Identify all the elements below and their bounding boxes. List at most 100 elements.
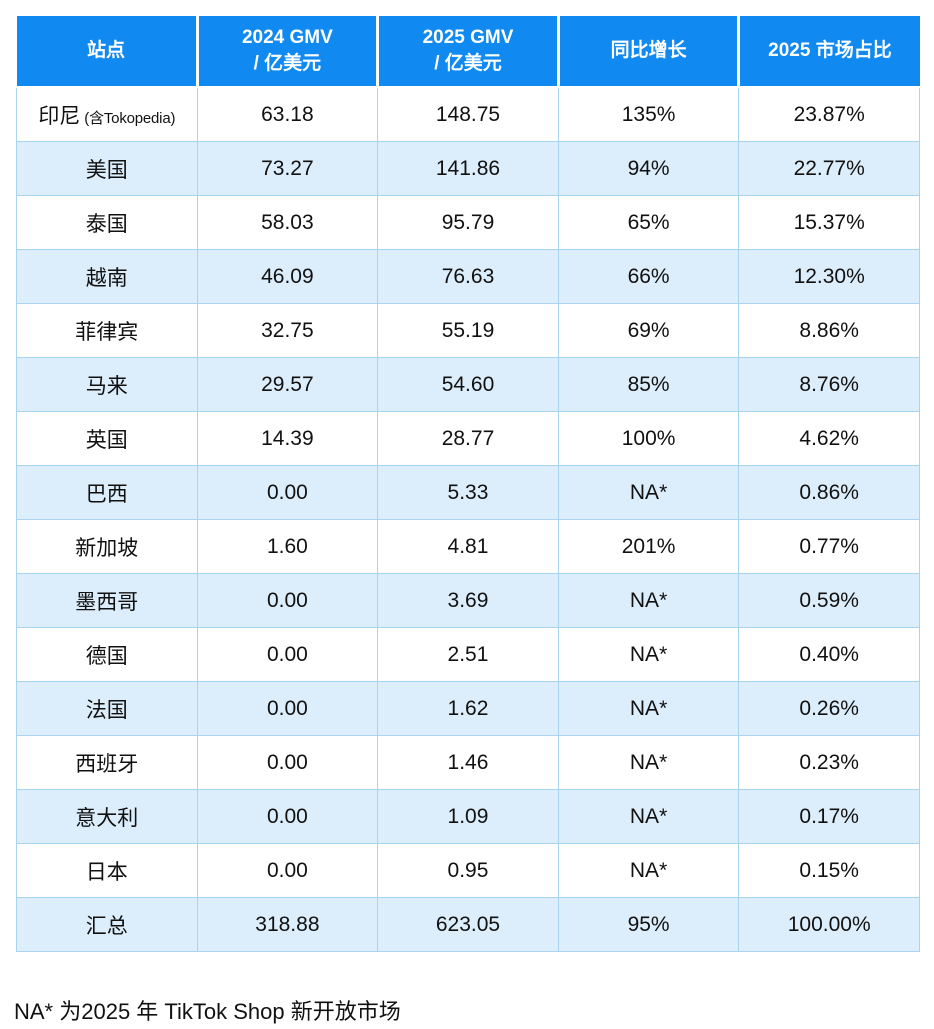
site-cell: 菲律宾 bbox=[16, 303, 198, 358]
yoy-growth-cell: 66% bbox=[557, 249, 740, 304]
market-share-cell: 23.87% bbox=[738, 86, 920, 142]
site-cell: 印尼 (含Tokopedia) bbox=[16, 86, 198, 142]
gmv-2024-cell: 1.60 bbox=[196, 519, 379, 574]
site-cell: 墨西哥 bbox=[16, 573, 198, 628]
site-cell: 法国 bbox=[16, 681, 198, 736]
table-row: 印尼 (含Tokopedia) 63.18 148.75 135% 23.87% bbox=[16, 86, 920, 142]
site-cell: 汇总 bbox=[16, 897, 198, 952]
table-row: 意大利 0.00 1.09 NA* 0.17% bbox=[16, 789, 920, 844]
gmv-2025-cell: 28.77 bbox=[377, 411, 559, 466]
site-cell: 德国 bbox=[16, 627, 198, 682]
column-header-line1: 站点 bbox=[87, 40, 126, 62]
gmv-2025-cell: 2.51 bbox=[377, 627, 559, 682]
table-row: 汇总 318.88 623.05 95% 100.00% bbox=[16, 897, 920, 952]
gmv-2024-cell: 46.09 bbox=[196, 249, 379, 304]
column-header-4: 2025 市场占比 bbox=[738, 16, 920, 88]
gmv-2025-cell: 1.09 bbox=[377, 789, 559, 844]
gmv-2025-cell: 4.81 bbox=[377, 519, 559, 574]
market-share-cell: 4.62% bbox=[738, 411, 920, 466]
gmv-2025-cell: 0.95 bbox=[377, 843, 559, 898]
site-name: 英国 bbox=[85, 428, 128, 452]
gmv-2024-cell: 14.39 bbox=[196, 411, 379, 466]
gmv-2025-cell: 54.60 bbox=[377, 357, 559, 412]
site-cell: 新加坡 bbox=[16, 519, 198, 574]
table-row: 巴西 0.00 5.33 NA* 0.86% bbox=[16, 465, 920, 520]
gmv-2024-cell: 318.88 bbox=[196, 897, 379, 952]
table-row: 菲律宾 32.75 55.19 69% 8.86% bbox=[16, 303, 920, 358]
site-cell: 泰国 bbox=[16, 195, 198, 250]
market-share-cell: 100.00% bbox=[738, 897, 920, 952]
site-name: 西班牙 bbox=[75, 752, 139, 776]
site-cell: 美国 bbox=[16, 141, 198, 196]
site-cell: 越南 bbox=[16, 249, 198, 304]
gmv-2024-cell: 0.00 bbox=[196, 627, 379, 682]
gmv-2024-cell: 29.57 bbox=[196, 357, 379, 412]
yoy-growth-cell: 85% bbox=[557, 357, 740, 412]
market-share-cell: 0.40% bbox=[738, 627, 920, 682]
site-cell: 西班牙 bbox=[16, 735, 198, 790]
table-row: 英国 14.39 28.77 100% 4.62% bbox=[16, 411, 920, 466]
yoy-growth-cell: NA* bbox=[557, 573, 740, 628]
column-header-line1: 2025 GMV bbox=[422, 27, 514, 49]
yoy-growth-cell: 100% bbox=[557, 411, 740, 466]
site-name: 汇总 bbox=[85, 914, 128, 938]
site-name: 泰国 bbox=[85, 212, 128, 236]
table-row: 美国 73.27 141.86 94% 22.77% bbox=[16, 141, 920, 196]
table-row: 法国 0.00 1.62 NA* 0.26% bbox=[16, 681, 920, 736]
yoy-growth-cell: NA* bbox=[557, 681, 740, 736]
column-header-line1: 2025 市场占比 bbox=[768, 40, 892, 62]
site-name: 日本 bbox=[85, 860, 128, 884]
gmv-2024-cell: 0.00 bbox=[196, 681, 379, 736]
market-share-cell: 22.77% bbox=[738, 141, 920, 196]
gmv-2025-cell: 76.63 bbox=[377, 249, 559, 304]
yoy-growth-cell: NA* bbox=[557, 843, 740, 898]
site-name: 德国 bbox=[85, 644, 128, 668]
gmv-2024-cell: 0.00 bbox=[196, 843, 379, 898]
table-row: 西班牙 0.00 1.46 NA* 0.23% bbox=[16, 735, 920, 790]
gmv-table: 站点 2024 GMV / 亿美元 2025 GMV / 亿美元 同比增长 2025 市场占… bbox=[16, 16, 920, 952]
column-header-line2: / 亿美元 bbox=[253, 53, 322, 74]
table-row: 新加坡 1.60 4.81 201% 0.77% bbox=[16, 519, 920, 574]
market-share-cell: 0.17% bbox=[738, 789, 920, 844]
gmv-2025-cell: 148.75 bbox=[377, 86, 559, 142]
yoy-growth-cell: 135% bbox=[557, 86, 740, 142]
yoy-growth-cell: 69% bbox=[557, 303, 740, 358]
table-row: 墨西哥 0.00 3.69 NA* 0.59% bbox=[16, 573, 920, 628]
table-body: 印尼 (含Tokopedia) 63.18 148.75 135% 23.87% 美国 73… bbox=[16, 86, 920, 952]
market-share-cell: 0.86% bbox=[738, 465, 920, 520]
market-share-cell: 0.77% bbox=[738, 519, 920, 574]
table-row: 日本 0.00 0.95 NA* 0.15% bbox=[16, 843, 920, 898]
market-share-cell: 12.30% bbox=[738, 249, 920, 304]
footnote: NA* 为2025 年 TikTok Shop 新开放市场 bbox=[14, 999, 401, 1024]
table-row: 德国 0.00 2.51 NA* 0.40% bbox=[16, 627, 920, 682]
table-row: 越南 46.09 76.63 66% 12.30% bbox=[16, 249, 920, 304]
table-row: 马来 29.57 54.60 85% 8.76% bbox=[16, 357, 920, 412]
gmv-2024-cell: 63.18 bbox=[196, 86, 379, 142]
gmv-2024-cell: 0.00 bbox=[196, 735, 379, 790]
column-header-0: 站点 bbox=[16, 16, 199, 88]
column-header-2: 2025 GMV / 亿美元 bbox=[377, 16, 560, 88]
market-share-cell: 8.86% bbox=[738, 303, 920, 358]
site-name: 菲律宾 bbox=[75, 320, 139, 344]
gmv-2024-cell: 58.03 bbox=[196, 195, 379, 250]
gmv-2025-cell: 5.33 bbox=[377, 465, 559, 520]
gmv-2024-cell: 32.75 bbox=[196, 303, 379, 358]
gmv-2025-cell: 141.86 bbox=[377, 141, 559, 196]
site-cell: 英国 bbox=[16, 411, 198, 466]
column-header-1: 2024 GMV / 亿美元 bbox=[197, 16, 380, 88]
yoy-growth-cell: NA* bbox=[557, 627, 740, 682]
site-cell: 马来 bbox=[16, 357, 198, 412]
market-share-cell: 8.76% bbox=[738, 357, 920, 412]
site-name: 墨西哥 bbox=[75, 590, 139, 614]
yoy-growth-cell: 65% bbox=[557, 195, 740, 250]
gmv-2025-cell: 55.19 bbox=[377, 303, 559, 358]
gmv-2025-cell: 623.05 bbox=[377, 897, 559, 952]
market-share-cell: 0.15% bbox=[738, 843, 920, 898]
market-share-cell: 15.37% bbox=[738, 195, 920, 250]
table-row: 泰国 58.03 95.79 65% 15.37% bbox=[16, 195, 920, 250]
yoy-growth-cell: NA* bbox=[557, 735, 740, 790]
gmv-2024-cell: 0.00 bbox=[196, 465, 379, 520]
gmv-2025-cell: 95.79 bbox=[377, 195, 559, 250]
column-header-line1: 同比增长 bbox=[610, 40, 687, 62]
site-name: 马来 bbox=[85, 374, 128, 398]
